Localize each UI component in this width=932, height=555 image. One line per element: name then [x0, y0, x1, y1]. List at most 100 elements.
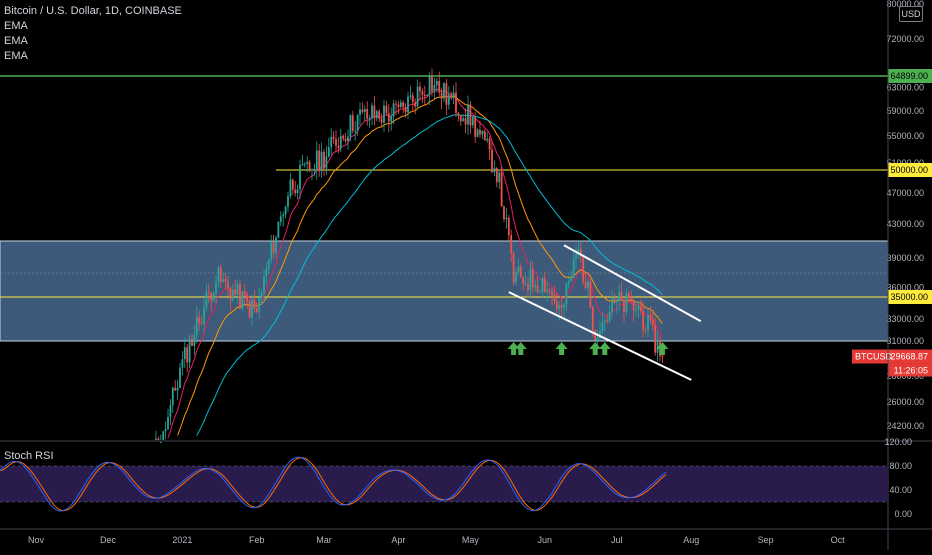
candle [409, 85, 412, 100]
stoch-rsi-label[interactable]: Stoch RSI [4, 450, 54, 462]
candle [306, 156, 309, 173]
candle-body [414, 102, 417, 107]
candle [217, 265, 220, 288]
candle-body [303, 163, 306, 165]
candle [402, 100, 405, 114]
price-tick-label: 43000.00 [886, 219, 924, 229]
candle-body [572, 258, 575, 279]
price-tick-label: 80000.00 [886, 0, 924, 9]
candle [493, 160, 496, 176]
candle-body [534, 285, 537, 288]
candle-body [207, 291, 210, 293]
candle-body [536, 285, 539, 292]
candle [390, 107, 393, 131]
candle-body [625, 293, 628, 312]
candle-body [445, 83, 448, 105]
candle-body [299, 164, 301, 190]
candle-body [404, 106, 407, 113]
candle [241, 291, 244, 311]
candle-body [491, 149, 493, 173]
candle-body [416, 86, 419, 107]
ema-legend-3[interactable]: EMA [4, 50, 28, 62]
candle-body [493, 168, 496, 173]
candle-body [524, 283, 527, 285]
candle-body [563, 304, 565, 308]
candle-body [371, 105, 373, 119]
ema-legend-1[interactable]: EMA [4, 20, 28, 32]
rsi-tick-label: 120.00 [884, 437, 912, 447]
candle [164, 421, 167, 440]
candle-body [380, 118, 383, 123]
time-axis-label: Jun [538, 535, 553, 545]
candle [301, 154, 304, 166]
candle [337, 137, 340, 154]
candle [467, 95, 469, 135]
candle [363, 105, 366, 121]
candle-body [253, 299, 256, 309]
candle [224, 272, 227, 290]
up-arrow-icon [656, 342, 669, 355]
currency-button[interactable]: USD [899, 6, 923, 22]
candle-body [347, 136, 349, 142]
candle-body [157, 438, 160, 440]
candle-body [608, 311, 611, 321]
candle [272, 234, 275, 260]
candle [644, 326, 647, 334]
candle-body [234, 289, 237, 295]
candle-body [627, 293, 630, 299]
candle-body [426, 94, 429, 97]
candle-body [272, 241, 275, 254]
candle-body [270, 241, 273, 260]
candle [260, 288, 263, 305]
candle-body [315, 150, 318, 169]
candle-body [378, 111, 381, 119]
candle [500, 166, 503, 207]
candle-body [265, 268, 268, 277]
candle-body [162, 431, 165, 440]
candle-body [354, 130, 357, 132]
candle [584, 271, 587, 290]
candle [565, 282, 568, 311]
candle [416, 79, 419, 109]
candle-body [183, 347, 186, 360]
candle-body [435, 80, 438, 86]
candle [183, 337, 186, 369]
candle-body [301, 164, 304, 166]
candle-body [227, 281, 229, 289]
candle-body [342, 135, 345, 139]
candle-body [167, 416, 169, 430]
candle-body [510, 235, 513, 254]
candle-body [488, 138, 491, 150]
time-axis-label: Feb [249, 535, 265, 545]
candle-body [459, 115, 462, 122]
candle [284, 205, 287, 219]
candle-body [551, 290, 553, 295]
candle [476, 128, 479, 138]
candle-body [421, 91, 424, 95]
candle [462, 114, 465, 122]
candle-body [649, 314, 652, 320]
candle [195, 306, 198, 344]
candle [157, 436, 160, 440]
candle-body [320, 151, 323, 172]
candle [627, 290, 630, 304]
candle-body [181, 359, 184, 368]
candle [380, 113, 383, 127]
candle [589, 279, 592, 309]
candle [332, 131, 335, 144]
candle [210, 292, 213, 311]
candle [570, 270, 573, 282]
candle [186, 343, 189, 373]
candle [567, 274, 570, 289]
candle [459, 115, 462, 126]
candle [205, 284, 208, 312]
ema-legend-2[interactable]: EMA [4, 35, 28, 47]
candle [539, 289, 541, 293]
candle [455, 82, 457, 117]
candle [397, 100, 400, 114]
candle-body [277, 221, 280, 238]
candle [344, 132, 347, 144]
time-axis-label: Sep [758, 535, 774, 545]
candle-body [546, 289, 549, 292]
